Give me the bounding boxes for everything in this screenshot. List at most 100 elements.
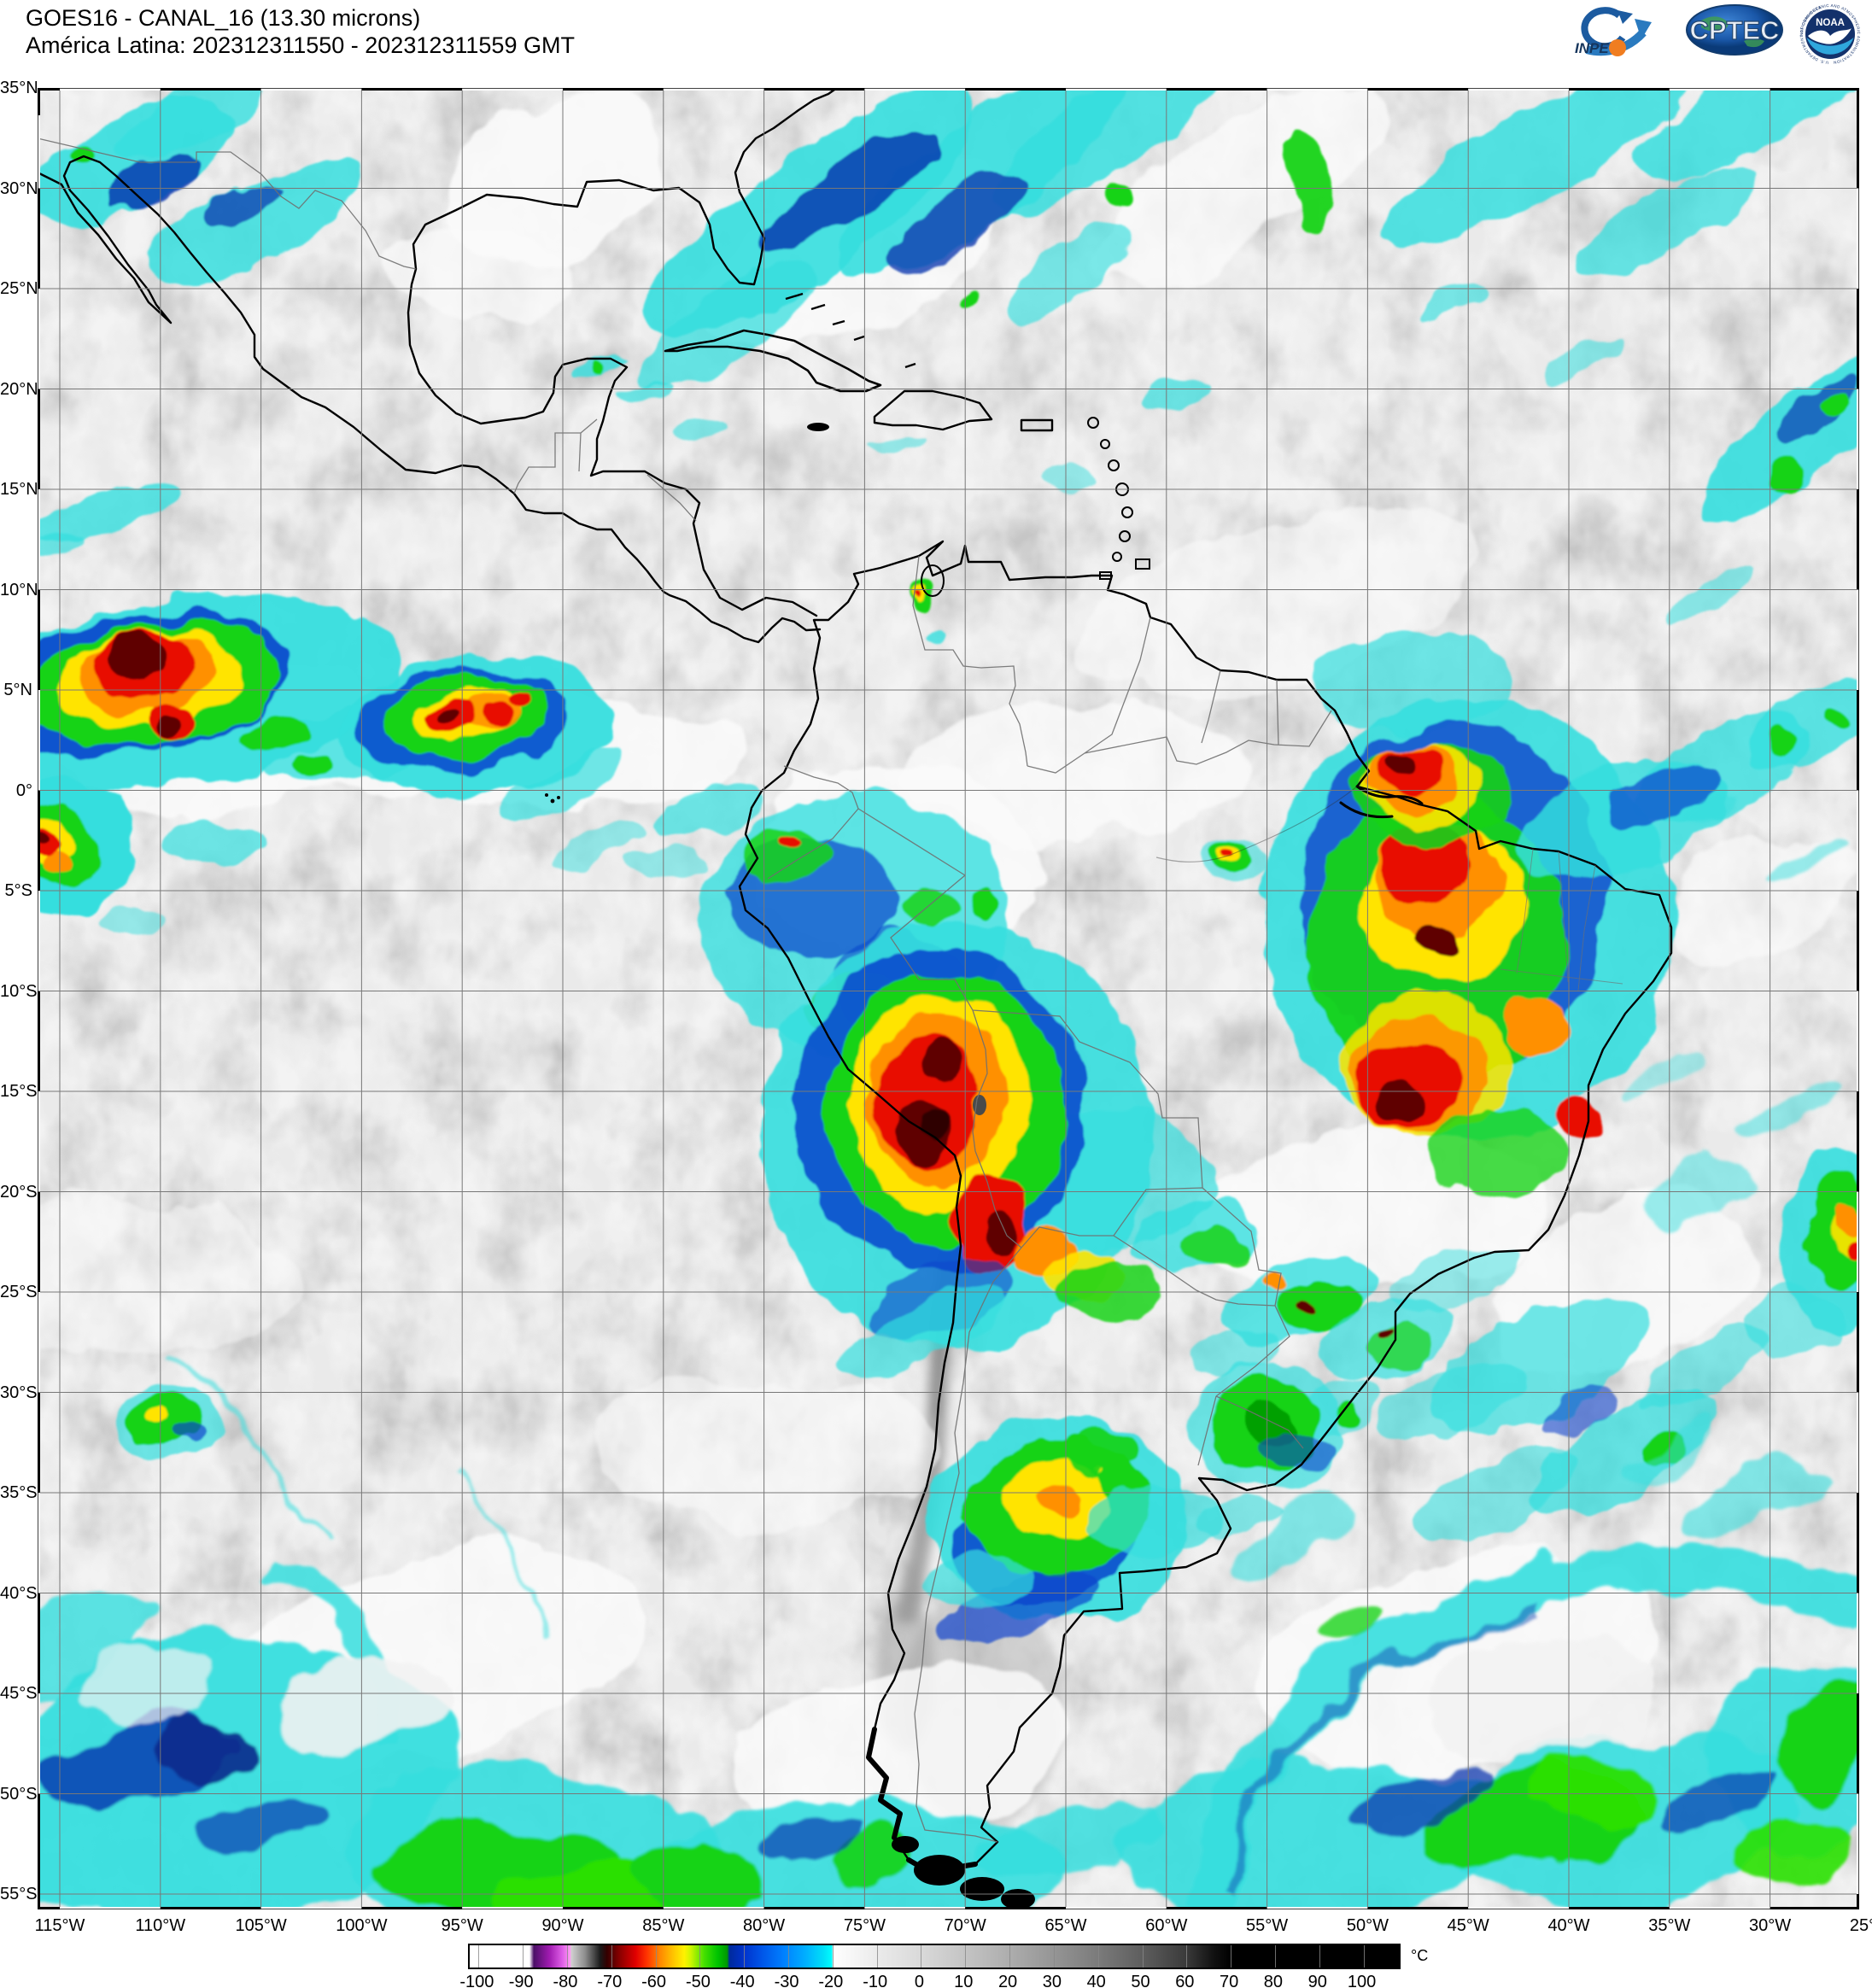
colorbar-tick-label: -60 <box>641 1973 667 1988</box>
storm-amazon-cell <box>1196 833 1272 884</box>
noaa-seagull-icon <box>1808 28 1852 44</box>
lat-label: 35°N <box>0 79 38 97</box>
colorbar-tick <box>611 1945 612 1968</box>
coast-mexico-centralamerica <box>38 155 822 644</box>
lat-label: 50°S <box>0 1784 38 1804</box>
colorbar-tick-label: -20 <box>818 1973 844 1988</box>
inpe-logo: INPE <box>1575 7 1652 56</box>
colorbar-tick <box>566 1945 568 1968</box>
colorbar-tick <box>1009 1945 1011 1968</box>
colorbar-tick-label: 40 <box>1086 1973 1106 1988</box>
islands-layer <box>545 292 1150 1909</box>
lat-label: 15°S <box>0 1082 38 1101</box>
cptec-logo: CPTEC <box>1686 4 1783 56</box>
island-jamaica <box>807 423 829 431</box>
page-subtitle: América Latina: 202312311550 - 202312311… <box>26 32 575 58</box>
border-paraguay <box>1021 1187 1282 1307</box>
border-layer <box>38 137 1623 1843</box>
lat-label: 20°S <box>0 1182 38 1202</box>
colorbar-tick <box>1319 1945 1320 1968</box>
lon-label: 55°W <box>1246 1916 1289 1935</box>
colorbar-tick-label: -30 <box>774 1973 799 1988</box>
storm-ne-brazil <box>1264 632 1859 1196</box>
colorbar-tick-label: 0 <box>914 1973 925 1988</box>
lat-label: 15°N <box>0 480 38 499</box>
page-title: GOES16 - CANAL_16 (13.30 microns) <box>26 5 421 31</box>
colorbar-tick-label: 10 <box>954 1973 974 1988</box>
lon-label: 115°W <box>34 1916 85 1935</box>
lon-label: 75°W <box>843 1916 886 1935</box>
southern-ocean-layer <box>38 792 1859 1909</box>
lon-label: 90°W <box>541 1916 584 1935</box>
colorbar-tick <box>699 1945 701 1968</box>
lon-label: 60°W <box>1145 1916 1188 1935</box>
colorbar-tick <box>523 1945 524 1968</box>
colorbar-tick-label: 90 <box>1307 1973 1327 1988</box>
colorbar-tick <box>1274 1945 1276 1968</box>
colorbar-tick-label: 60 <box>1175 1973 1195 1988</box>
lat-label: 55°S <box>0 1885 38 1903</box>
lon-label: 65°W <box>1044 1916 1087 1935</box>
colorbar-tick-label: 70 <box>1219 1973 1239 1988</box>
colorbar-tick-label: 80 <box>1263 1973 1284 1988</box>
lon-label: 70°W <box>944 1916 986 1935</box>
colorbar-tick <box>1097 1945 1099 1968</box>
lon-label: 50°W <box>1346 1916 1389 1935</box>
lat-label: 10°N <box>0 580 38 599</box>
colorbar-tick-label: 50 <box>1131 1973 1150 1988</box>
lat-label: 30°S <box>0 1383 38 1402</box>
storm-nw-mexico <box>38 88 366 564</box>
lon-label: 30°W <box>1749 1916 1792 1935</box>
border-peru-bolivia-brazil <box>890 874 1203 1189</box>
lat-label: 25°N <box>0 279 38 298</box>
lat-label: 30°N <box>0 178 38 198</box>
lon-label: 100°W <box>336 1916 388 1935</box>
colorbar-tick <box>655 1945 657 1968</box>
graticule-grid <box>38 88 1859 1909</box>
lake-titicaca <box>973 1095 986 1115</box>
noaa-logo: NOAA NATIONAL OCEANIC AND ATMOSPHERIC AD… <box>1799 3 1861 65</box>
lon-label: 35°W <box>1648 1916 1691 1935</box>
storm-argentina <box>922 1362 1341 1639</box>
lon-label: 45°W <box>1447 1916 1489 1935</box>
inpe-orange-dot <box>1609 39 1626 56</box>
colorbar-tick-label: -80 <box>553 1973 578 1988</box>
inpe-arrow-icon <box>1635 19 1652 39</box>
lat-label: 35°S <box>0 1483 38 1502</box>
colorbar-tick <box>1186 1945 1188 1968</box>
lat-label: 5°S <box>4 881 32 900</box>
bahamas-dashes <box>785 292 916 369</box>
border-ne-brazil-states <box>1500 848 1623 991</box>
colorbar-tick <box>1363 1945 1365 1968</box>
amazon-delta-channels <box>1339 785 1424 819</box>
galapagos-dots <box>545 793 560 804</box>
lon-label: 105°W <box>235 1916 287 1935</box>
temperature-colorbar <box>468 1944 1401 1969</box>
colorbar-tick-label: -100 <box>459 1973 494 1988</box>
cptec-logo-text: CPTEC <box>1689 15 1779 45</box>
satellite-imagery <box>38 88 1859 1909</box>
lat-label: 10°S <box>0 981 38 1001</box>
border-colombia-venezuela <box>912 555 1028 767</box>
colorbar-tick-label: -50 <box>685 1973 711 1988</box>
border-argentina-uruguay-brazil <box>1197 1305 1304 1466</box>
border-chile-argentina <box>914 1247 1022 1843</box>
colorbar-tick <box>1142 1945 1144 1968</box>
lon-label: 85°W <box>642 1916 685 1935</box>
border-guatemala-belize <box>513 418 697 522</box>
lesser-antilles <box>1087 417 1150 580</box>
lat-label: 40°S <box>0 1583 38 1603</box>
colorbar-tick <box>876 1945 878 1968</box>
coast-south-america <box>738 540 1673 1874</box>
colorbar-tick <box>832 1945 834 1968</box>
lat-label: 5°N <box>3 681 32 699</box>
lon-label: 25°W <box>1849 1916 1872 1935</box>
coast-hispaniola <box>873 389 993 431</box>
colorbar-unit: °C <box>1411 1947 1429 1964</box>
colorbar-tick <box>478 1945 480 1968</box>
colorbar-tick-label: -90 <box>508 1973 534 1988</box>
colorbar-tick <box>965 1945 967 1968</box>
border-guianas <box>1027 617 1332 774</box>
amazon-river <box>1155 786 1358 862</box>
